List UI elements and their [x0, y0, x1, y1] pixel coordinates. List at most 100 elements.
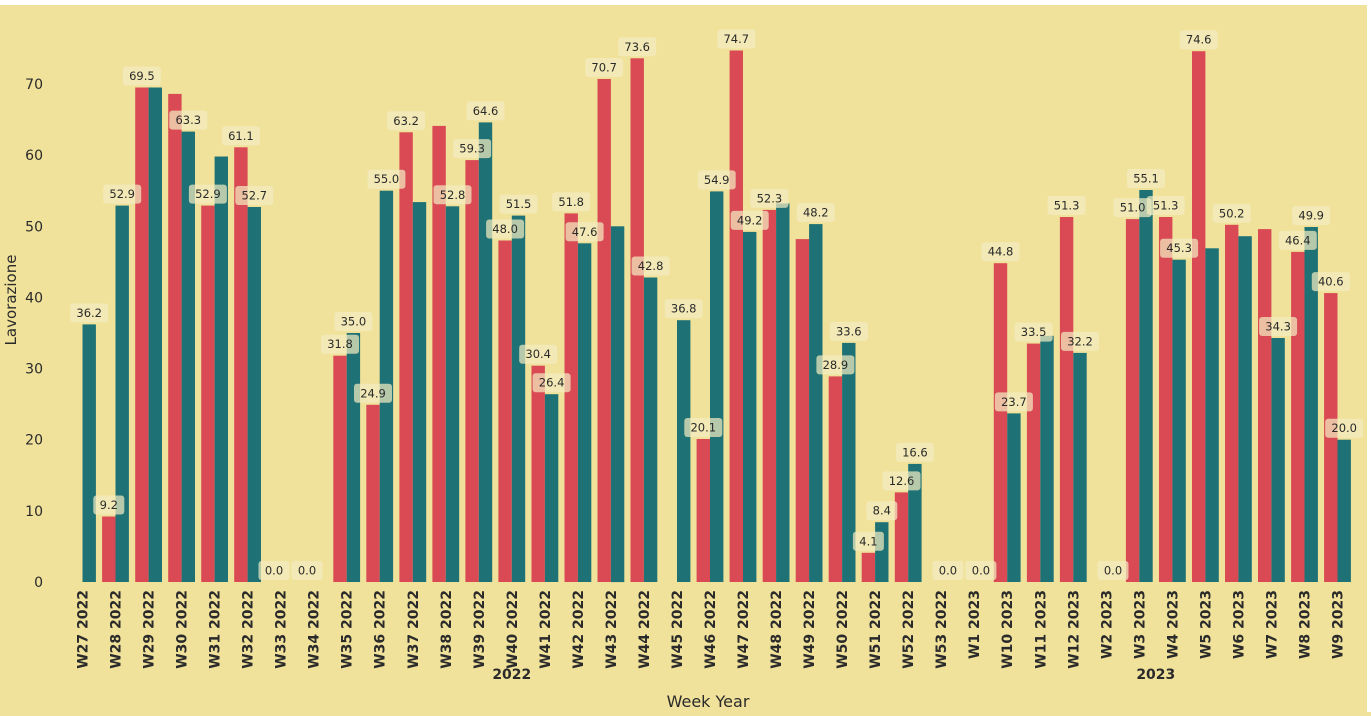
bar-series-a[interactable] [234, 147, 248, 583]
data-label: 50.2 [1212, 203, 1251, 223]
x-tick-label: W5 2023 [1198, 590, 1214, 659]
bar-series-a[interactable] [993, 263, 1008, 582]
data-label-box [730, 210, 769, 230]
bar-series-b[interactable] [1172, 259, 1186, 582]
bar-series-a[interactable] [828, 376, 843, 582]
data-label-text: 0.0 [939, 564, 957, 578]
bar-series-a[interactable] [135, 87, 149, 583]
bar-series-a[interactable] [630, 58, 644, 583]
data-label: 54.9 [697, 170, 736, 190]
bar-series-b[interactable] [346, 333, 361, 582]
bar-series-a[interactable] [1159, 217, 1173, 582]
x-tick-label: W45 2022 [670, 590, 686, 669]
data-label: 55.0 [367, 169, 406, 189]
data-label: 35.0 [334, 312, 373, 331]
y-tick-label: 40 [25, 290, 43, 306]
data-label-text: 42.8 [638, 259, 664, 273]
data-label-box [70, 303, 109, 323]
bar-series-b[interactable] [115, 205, 129, 582]
bar-series-a[interactable] [432, 125, 446, 583]
bar-series-b[interactable] [710, 191, 724, 582]
data-label-text: 20.1 [690, 421, 716, 435]
data-label-box [367, 169, 406, 189]
bar-series-a[interactable] [201, 205, 215, 582]
bar-series-b[interactable] [82, 324, 96, 582]
bar-series-a[interactable] [102, 516, 116, 583]
data-label: 52.9 [103, 184, 142, 204]
y-tick-label: 70 [25, 77, 43, 93]
bar-series-b[interactable] [544, 394, 559, 582]
bar-series-a[interactable] [465, 160, 479, 582]
data-label-box [1259, 317, 1298, 336]
data-label: 12.6 [882, 471, 921, 491]
bar-series-b[interactable] [809, 224, 823, 582]
bar-series-b[interactable] [1007, 413, 1021, 582]
bar-series-b[interactable] [743, 231, 757, 582]
bar-series-b[interactable] [776, 203, 790, 583]
data-label-box [221, 126, 260, 146]
bar-series-a[interactable] [1026, 343, 1041, 582]
bar-series-b[interactable] [577, 243, 592, 583]
bar-series-b[interactable] [908, 463, 922, 582]
bar-series-b[interactable] [478, 122, 493, 583]
x-tick-label: W51 2022 [868, 590, 884, 669]
bar-series-a[interactable] [762, 209, 777, 582]
data-label: 36.8 [664, 299, 703, 319]
data-label-text: 74.6 [1186, 33, 1212, 47]
bar-series-b[interactable] [842, 342, 856, 582]
bar-series-b[interactable] [1040, 335, 1054, 582]
bar-series-a[interactable] [1291, 251, 1305, 582]
bar-series-a[interactable] [168, 93, 182, 583]
x-tick-label: W44 2022 [637, 590, 653, 669]
bar-series-b[interactable] [214, 156, 228, 583]
bar-series-a[interactable] [894, 492, 909, 582]
x-tick-label: W9 2023 [1331, 590, 1347, 659]
bar-series-b[interactable] [181, 131, 195, 582]
data-label-text: 32.2 [1067, 334, 1093, 348]
bar-series-a[interactable] [696, 439, 710, 582]
bar-series-b[interactable] [511, 215, 526, 582]
x-tick-label: W42 2022 [571, 590, 587, 669]
bar-series-a[interactable] [1192, 51, 1206, 582]
bar-series-b[interactable] [1304, 227, 1318, 582]
bar-series-b[interactable] [1337, 439, 1351, 582]
data-label-box [453, 139, 492, 159]
bar-series-b[interactable] [677, 320, 691, 582]
bar-series-b[interactable] [445, 206, 460, 583]
x-group-label: 2022 [492, 667, 531, 683]
bar-series-a[interactable] [333, 355, 347, 582]
data-label-text: 0.0 [298, 564, 316, 578]
bar-series-a[interactable] [366, 404, 380, 582]
bar-series-a[interactable] [597, 79, 611, 582]
bar-series-a[interactable] [795, 239, 810, 582]
bar-series-a[interactable] [1125, 219, 1140, 582]
y-axis-title: Lavorazione [2, 255, 20, 346]
bar-series-b[interactable] [875, 522, 889, 582]
data-label-box [1325, 418, 1364, 438]
bar-series-b[interactable] [412, 202, 427, 582]
bar-series-b[interactable] [247, 207, 261, 582]
data-label-box [631, 256, 670, 276]
bar-series-b[interactable] [1073, 352, 1087, 582]
bar-series-a[interactable] [498, 240, 512, 583]
bar-series-b[interactable] [1205, 248, 1219, 583]
bar-series-a[interactable] [1225, 224, 1239, 583]
bar-series-a[interactable] [564, 213, 578, 582]
data-label-box [1061, 331, 1099, 351]
bar-series-a[interactable] [1059, 217, 1074, 582]
data-label-box [684, 418, 723, 437]
bar-series-a[interactable] [531, 365, 545, 582]
data-label-text: 52.9 [109, 187, 135, 201]
data-label-text: 51.0 [1120, 201, 1146, 215]
bar-series-b[interactable] [1238, 236, 1252, 582]
bar-series-b[interactable] [610, 226, 625, 583]
bar-series-a[interactable] [1258, 229, 1272, 582]
bar-series-a[interactable] [861, 552, 876, 582]
bar-series-b[interactable] [643, 277, 658, 583]
bar-series-b[interactable] [1271, 338, 1285, 582]
bar-series-a[interactable] [729, 50, 743, 583]
bar-series-a[interactable] [399, 132, 413, 583]
data-label-box [664, 299, 703, 319]
bar-series-b[interactable] [148, 87, 162, 583]
bar-series-b[interactable] [1139, 190, 1153, 582]
